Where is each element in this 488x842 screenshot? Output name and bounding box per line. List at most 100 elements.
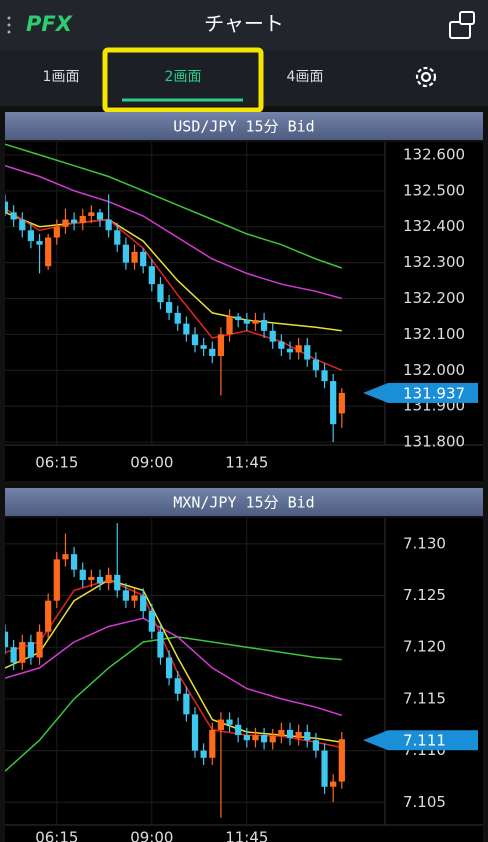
candle-body (312, 740, 320, 751)
candle-body (36, 241, 43, 245)
current-price: 7.111 (403, 732, 446, 750)
plot-area (5, 142, 385, 445)
layout-icon[interactable] (449, 11, 475, 39)
candle-body (295, 731, 302, 739)
candle-body (226, 316, 233, 335)
current-price: 131.937 (403, 384, 465, 402)
candle-body (53, 226, 60, 238)
candle-body (200, 750, 207, 758)
candle-body (157, 284, 164, 303)
candle-body (5, 631, 9, 648)
candle-body (235, 724, 242, 736)
candle-body (148, 611, 155, 632)
settings-icon[interactable] (415, 66, 437, 88)
plot-area (5, 518, 385, 825)
x-tick-label: 09:00 (130, 829, 173, 842)
candle-body (27, 230, 35, 242)
y-tick-label: 7.125 (403, 586, 446, 604)
candle-body (209, 348, 216, 356)
candle-body (140, 595, 147, 612)
candle-body (131, 595, 138, 601)
candle-body (122, 244, 130, 263)
candle-body (278, 341, 285, 349)
candle-body (191, 334, 199, 346)
candle-body (174, 312, 181, 324)
y-tick-label: 131.800 (403, 433, 465, 451)
candle-body (10, 647, 17, 663)
candle-body (96, 212, 104, 220)
candle-body (174, 678, 181, 694)
logo: PFX (26, 12, 74, 36)
candle-body (70, 554, 78, 570)
y-tick-label: 132.100 (403, 325, 465, 343)
candle-body (70, 219, 78, 224)
candle-body (148, 266, 155, 285)
candle-body (19, 642, 26, 663)
highlight-box (102, 47, 264, 113)
candle-body (243, 735, 250, 741)
candle-body (88, 576, 95, 581)
candle-body (304, 731, 311, 741)
menu-dots[interactable] (7, 16, 11, 34)
candle-body (53, 559, 60, 601)
candle-body (191, 714, 199, 751)
candle-body (260, 320, 268, 331)
candle-body (79, 569, 86, 581)
candle-body (217, 719, 225, 730)
candle-body (183, 693, 190, 715)
y-tick-label: 7.120 (403, 638, 446, 656)
candle-body (183, 323, 190, 335)
chart-title: MXN/JPY 15分 Bid (173, 494, 314, 512)
candle-body (209, 729, 216, 758)
y-tick-label: 132.300 (403, 253, 465, 271)
price-box (388, 730, 478, 751)
candle-body (286, 348, 294, 353)
price-arrow (363, 382, 388, 403)
candle-body (269, 330, 276, 342)
tab[interactable]: 1画面 (43, 69, 80, 85)
candle-body (5, 201, 9, 213)
candle-body (330, 781, 337, 787)
candle-body (260, 735, 268, 743)
candle-body (140, 251, 147, 267)
y-tick-label: 132.500 (403, 181, 465, 199)
candle-body (286, 729, 294, 739)
candle-body (88, 212, 95, 216)
candle-body (312, 359, 320, 371)
chart-header (5, 488, 483, 516)
candle-body (165, 657, 173, 679)
x-tick-label: 06:15 (35, 829, 78, 842)
y-tick-label: 7.105 (403, 793, 446, 811)
tab[interactable]: 4画面 (287, 69, 324, 85)
candle-body (226, 719, 233, 725)
candle-body (338, 392, 345, 414)
candle-body (252, 320, 259, 324)
title: チャート (204, 12, 284, 36)
candle-body (295, 345, 302, 353)
candle-body (200, 345, 207, 349)
y-tick-label: 132.200 (403, 289, 465, 307)
candle-body (62, 554, 69, 560)
candle-body (114, 230, 121, 245)
candle-body (321, 750, 328, 787)
candle-body (19, 219, 26, 231)
tab[interactable]: 2画面 (165, 69, 202, 85)
candle-body (27, 642, 35, 658)
chart-panel (5, 142, 483, 481)
candle-body (96, 576, 104, 584)
y-tick-label: 7.130 (403, 534, 446, 552)
candle-body (45, 600, 52, 632)
price-box (388, 382, 478, 403)
candle-body (105, 219, 112, 231)
x-tick-label: 09:00 (130, 454, 173, 472)
price-arrow (363, 730, 388, 751)
candle-body (304, 345, 311, 360)
candle-body (321, 370, 328, 382)
ma-line (5, 164, 343, 300)
x-tick-label: 11:45 (225, 454, 268, 472)
tab-bar (0, 50, 488, 106)
candle-body (105, 574, 112, 584)
x-tick-label: 06:15 (35, 454, 78, 472)
candle-body (10, 212, 17, 220)
candle-body (165, 302, 173, 313)
